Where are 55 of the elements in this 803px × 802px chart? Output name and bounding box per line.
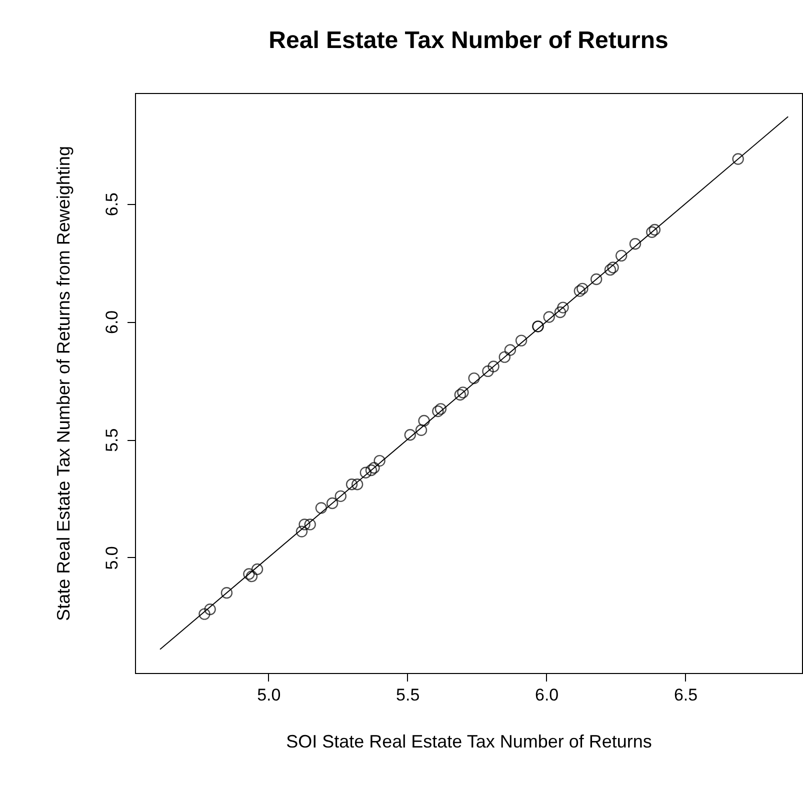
point <box>488 360 500 372</box>
point <box>418 414 430 427</box>
point <box>204 604 216 616</box>
point <box>646 226 658 238</box>
point <box>351 478 364 490</box>
point <box>365 464 378 476</box>
point <box>251 563 264 576</box>
x-axis-title: SOI State Real Estate Tax Number of Returns <box>286 732 652 752</box>
point <box>543 311 555 323</box>
point <box>315 502 328 514</box>
point <box>454 388 466 401</box>
y-tick-label: 6.5 <box>102 192 122 216</box>
point <box>504 344 516 356</box>
point <box>616 250 628 262</box>
point <box>198 608 210 620</box>
point <box>220 587 233 599</box>
point <box>554 306 566 318</box>
point <box>404 429 416 441</box>
point <box>243 568 255 580</box>
y-tick-label: 6.0 <box>102 310 122 334</box>
point <box>557 302 569 314</box>
point <box>574 285 586 297</box>
point <box>334 490 346 502</box>
y-axis-title: State Real Estate Tax Number of Returns from Reweighting <box>54 146 74 621</box>
point <box>498 351 510 363</box>
point <box>246 570 258 582</box>
x-tick-label: 6.5 <box>674 686 698 704</box>
point <box>434 403 447 415</box>
point <box>360 466 372 478</box>
point <box>296 526 308 538</box>
point <box>304 518 316 530</box>
point <box>629 238 642 250</box>
point <box>346 478 358 490</box>
point <box>298 518 310 530</box>
point <box>368 462 380 474</box>
x-tick-label: 5.5 <box>396 686 420 704</box>
point <box>326 497 338 510</box>
point <box>432 405 444 418</box>
point <box>607 262 619 274</box>
point <box>374 454 386 467</box>
point <box>576 282 588 295</box>
x-tick-label: 5.0 <box>257 686 281 704</box>
point <box>732 153 744 165</box>
y-tick-label: 5.5 <box>102 428 122 452</box>
point <box>515 334 528 346</box>
point <box>415 424 428 436</box>
chart-title: Real Estate Tax Number of Returns <box>268 27 668 54</box>
point <box>590 273 602 286</box>
point <box>457 386 469 398</box>
y-tick-label: 5.0 <box>102 546 122 570</box>
point <box>648 224 661 236</box>
point <box>604 264 616 276</box>
point <box>468 372 480 384</box>
x-tick-label: 6.0 <box>534 686 559 704</box>
point <box>482 365 494 378</box>
